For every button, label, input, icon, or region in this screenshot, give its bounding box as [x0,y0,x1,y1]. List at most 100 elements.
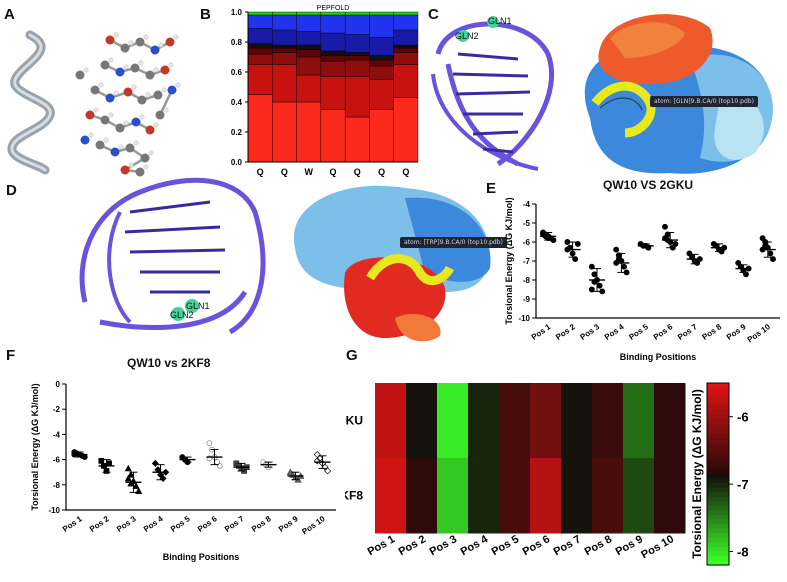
panel-d-dna [79,177,266,335]
panel-b-chart: Q Q W Q Q Q Q 0.0 0.2 0.4 0.6 0.8 1.0 PEPFOLD [231,5,419,177]
colorbar-segment [707,401,729,407]
hydrogen [175,82,181,88]
bar-segment [369,37,394,56]
data-point [574,240,581,247]
bar-segment [296,101,322,163]
bar-segment [320,50,346,56]
colorbar-segment [707,442,729,448]
x-tick-label: Pos 6 [196,514,219,534]
colorbar-segment [707,414,729,420]
y-tick-label: -4 [53,430,61,439]
heatmap-cell [375,383,407,459]
hydrogen [103,137,109,143]
heatmap-cell [499,458,531,534]
y-tick-label: 0.8 [231,38,243,47]
atom [145,125,155,135]
atom-label-c: atom: [GLN]9.B.CA/0 (top10.pdb) [650,96,758,107]
hydrogen [145,92,151,98]
heatmap-cell [592,383,624,459]
x-tick-label: Pos 2 [88,514,111,534]
y-tick-label: -9 [523,295,531,304]
x-tick-label: Pos 10 [746,322,773,344]
bar-segment [272,14,297,31]
colorbar-segment [707,387,729,393]
heatmap-cell [437,458,469,534]
y-tick-label: 0.6 [231,68,243,77]
bar-segment [320,109,346,163]
hydrogen [108,112,114,118]
data-point [127,479,135,487]
x-tick-label: Q [281,167,288,177]
hydrogen [131,84,137,90]
data-point [151,459,159,467]
colorbar-segment [707,469,729,475]
colorbar-segment [707,555,729,562]
colorbar-segment [707,419,729,425]
atom [120,43,130,53]
x-tick-label: Pos 2 [554,322,577,342]
heatmap-cell [623,458,655,534]
x-tick-label: Pos 9 [725,322,748,342]
data-point [572,256,579,263]
atom [120,165,130,175]
data-point [767,250,774,257]
heatmap-cell [468,383,500,459]
colorbar-segment [707,551,729,557]
atom [90,85,100,95]
x-tick-label: Q [402,167,409,177]
y-tick-label: -4 [523,200,531,209]
hydrogen [163,107,169,113]
hydrogen [133,140,139,146]
bar-segment [247,94,273,163]
atom [80,135,90,145]
bar-segment [344,55,370,61]
colorbar-segment [707,474,729,480]
bar-segment [369,11,394,16]
data-point [672,240,679,247]
bar-segment [320,11,346,16]
gln1-tag: GLN1 [488,16,512,26]
bar-segment [369,59,394,67]
colorbar-segment [707,423,729,430]
colorbar-segment [707,446,729,452]
y-tick-label: -2 [53,405,61,414]
x-tick-label: Pos 5 [627,322,650,342]
atom [140,153,150,163]
bar-segment [344,52,370,56]
panel-d-label: D [6,182,17,199]
data-point [124,474,132,482]
heatmap-cell [530,383,562,459]
column-label: Pos 8 [583,533,614,558]
x-tick-label: Pos 10 [300,514,327,536]
data-point [615,256,622,263]
panel-a-molecule [7,30,181,177]
column-label: Pos 7 [552,533,583,558]
atom [155,110,165,120]
bar-segment [272,64,297,103]
data-point [588,286,595,293]
colorbar-segment [707,514,729,521]
atom [131,117,141,127]
y-axis-label: Torsional Energy (ΔG KJ/mol) [30,383,40,510]
bar-segment [320,61,346,77]
colorbar-segment [707,460,729,466]
x-tick-label: Pos 3 [115,514,138,534]
bar-segment [272,11,297,16]
y-tick-label: -10 [48,506,60,515]
column-label: Pos 10 [639,533,676,561]
gln-sphere [171,307,185,321]
y-tick-label: -8 [523,276,531,285]
gln2-tag: GLN2 [455,31,479,41]
column-label: Pos 2 [397,533,428,558]
bar-segment [320,76,346,110]
atom [137,95,147,105]
hydrogen [113,90,119,96]
bar-segment [393,47,419,53]
bar-segment [272,101,297,163]
bar-segment [369,65,394,80]
bar-segment [369,79,394,110]
bar-segment [320,14,346,34]
colorbar-tick-label: -8 [737,545,749,560]
bar-segment [393,64,419,98]
atom [160,65,170,75]
